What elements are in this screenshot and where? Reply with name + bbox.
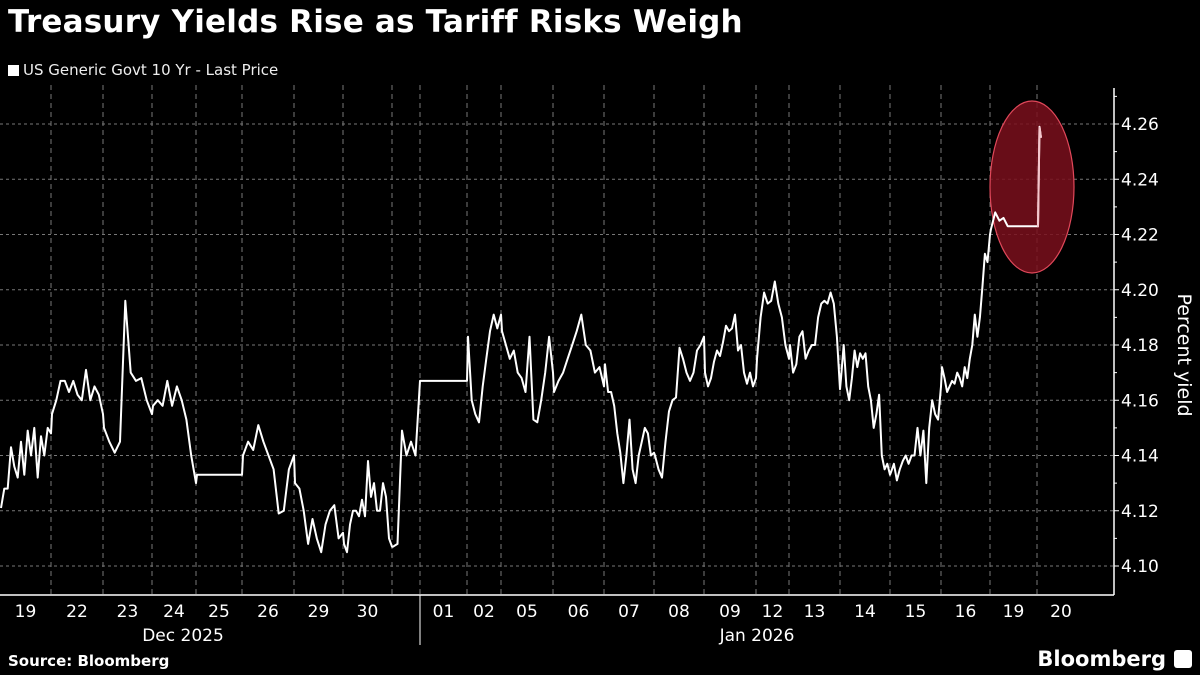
x-axis: 19 22 23 24 25 26 29 30 01 02 05 06 07 08 09 12 13 14 15 16… [0, 594, 1114, 646]
x-tick-label: 22 [66, 602, 88, 622]
y-tick-label: 4.26 [1121, 115, 1159, 135]
x-tick-label: 09 [719, 602, 741, 622]
x-tick-label: 06 [568, 602, 590, 622]
y-tick-label: 4.18 [1121, 336, 1159, 356]
x-tick-label: 23 [117, 602, 139, 622]
series-line-latest-segment [1037, 126, 1042, 228]
y-axis: 4.10 4.12 4.14 4.16 4.18 4.20 4.22 4.24 4.26 [1113, 88, 1159, 595]
bloomberg-logo: Bloomberg [1037, 647, 1192, 671]
y-tick-label: 4.12 [1121, 502, 1159, 522]
x-tick-label: 08 [668, 602, 690, 622]
y-tick-label: 4.22 [1121, 226, 1159, 246]
series-line-us-10yr [0, 125, 1042, 554]
x-tick-label: 01 [433, 602, 455, 622]
y-tick-label: 4.10 [1121, 557, 1159, 577]
source-note: Source: Bloomberg [8, 652, 170, 670]
legend-swatch [8, 64, 19, 76]
legend-label: US Generic Govt 10 Yr - Last Price [23, 61, 279, 79]
y-tick-label: 4.16 [1121, 391, 1159, 411]
x-tick-label: 20 [1050, 602, 1072, 622]
y-tick-label: 4.20 [1121, 281, 1159, 301]
x-tick-label: 29 [308, 602, 330, 622]
y-tick-label: 4.24 [1121, 170, 1159, 190]
x-tick-label: 24 [163, 602, 185, 622]
gridlines [0, 85, 1114, 595]
x-tick-label: 19 [15, 602, 37, 622]
x-tick-label: 15 [905, 602, 927, 622]
x-tick-label: 25 [208, 602, 230, 622]
highlight-ellipse [989, 100, 1075, 274]
x-tick-label: 05 [516, 602, 538, 622]
x-tick-label: 19 [1003, 602, 1025, 622]
x-tick-label: 16 [955, 602, 977, 622]
logo-text: Bloomberg [1037, 647, 1166, 671]
chart-title: Treasury Yields Rise as Tariff Risks Wei… [8, 4, 743, 40]
x-tick-label: 02 [473, 602, 495, 622]
x-tick-label: 13 [804, 602, 826, 622]
x-tick-label: 14 [854, 602, 876, 622]
x-tick-label: 30 [357, 602, 379, 622]
month-label: Dec 2025 [142, 626, 224, 646]
legend: US Generic Govt 10 Yr - Last Price [8, 61, 278, 79]
bloomberg-chart-icon [1174, 650, 1192, 668]
y-tick-label: 4.14 [1121, 447, 1159, 467]
x-tick-label: 26 [257, 602, 279, 622]
series-line-group [0, 125, 1042, 554]
month-label: Jan 2026 [719, 626, 795, 646]
y-axis-label: Percent yield [1173, 293, 1195, 416]
x-tick-label: 07 [618, 602, 640, 622]
x-tick-label: 12 [762, 602, 784, 622]
